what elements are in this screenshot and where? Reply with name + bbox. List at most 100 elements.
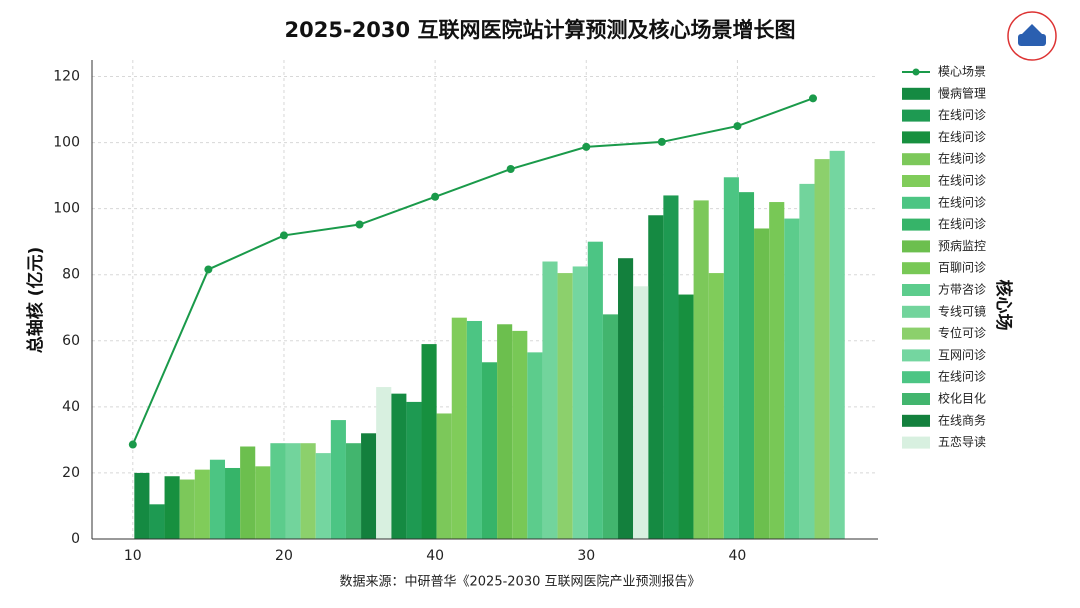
bar [391, 393, 407, 539]
y-tick-label: 100 [53, 135, 80, 151]
bar [648, 215, 664, 539]
legend-swatch [902, 262, 930, 275]
line-point [657, 137, 666, 146]
bar [451, 317, 467, 539]
bar-series [194, 273, 724, 539]
bar [406, 401, 422, 539]
bar [300, 443, 316, 539]
legend-swatch [902, 196, 930, 209]
legend-swatch [902, 87, 930, 100]
line-point [733, 122, 742, 131]
source-note: 数据来源：中研普华《2025-2030 互联网医院产业预测报告》 [340, 575, 701, 590]
bar-series [225, 192, 755, 539]
bar-series [164, 294, 694, 539]
bar [497, 324, 513, 539]
logo-roof [1022, 24, 1042, 34]
line-point [582, 142, 591, 151]
bar-series [361, 258, 634, 539]
line-point [355, 220, 364, 229]
y-tick-label: 40 [62, 399, 80, 415]
bar-series [270, 218, 800, 539]
bar [814, 159, 830, 539]
x-tick-label: 20 [275, 548, 293, 564]
bar [829, 150, 845, 539]
x-tick-label: 40 [426, 548, 444, 564]
bar [436, 413, 452, 539]
logo-icon [1018, 34, 1046, 46]
bar [149, 504, 165, 539]
legend-label: 模心场景 [938, 65, 986, 79]
legend-label: 在线问诊 [938, 152, 986, 166]
legend-label: 在线问诊 [938, 195, 986, 209]
bar [678, 294, 694, 539]
bar-series [300, 159, 830, 539]
logo [1007, 11, 1057, 61]
bar [723, 177, 739, 540]
legend-swatch [902, 240, 930, 253]
y-tick-label: 60 [62, 333, 80, 349]
bar [754, 228, 770, 539]
bar [663, 195, 679, 539]
y-tick-label: 100 [53, 201, 80, 217]
line-series [128, 94, 818, 449]
chart-title: 2025-2030 互联网医院站计算预测及核心场景增长图 [285, 18, 796, 42]
legend-swatch [902, 305, 930, 318]
bar-series [345, 314, 619, 539]
bar [270, 443, 286, 539]
legend-label: 在线问诊 [938, 130, 986, 144]
bar [784, 218, 800, 539]
bar [225, 467, 241, 539]
line-point [431, 192, 440, 201]
bar [345, 443, 362, 539]
bar [285, 443, 301, 539]
legend-swatch [902, 414, 930, 427]
bar [602, 314, 619, 539]
bar [572, 266, 588, 539]
x-tick-label: 40 [729, 548, 747, 564]
x-tick-label: 10 [124, 548, 142, 564]
bar [693, 200, 709, 539]
legend-label: 预病监控 [938, 238, 986, 253]
bar [769, 202, 785, 539]
legend-swatch [902, 371, 930, 384]
legend-swatch [902, 393, 930, 405]
bar [708, 273, 724, 539]
y-tick-label: 120 [53, 69, 80, 85]
x-tick-label: 30 [577, 548, 595, 564]
bar [376, 387, 392, 539]
legend-label: 在线问诊 [938, 108, 986, 122]
bar-series [209, 177, 739, 540]
legend-label: 在线问诊 [938, 174, 986, 188]
legend-label: 专位可诊 [938, 325, 986, 340]
bar-series [149, 195, 679, 539]
legend-swatch [902, 131, 930, 144]
bar [179, 479, 195, 539]
bar-series [330, 241, 603, 540]
legend-swatch [902, 327, 930, 340]
line-point [128, 440, 137, 449]
legend-label: 在线问诊 [938, 217, 986, 231]
legend: 模心场景慢病管理在线问诊在线问诊在线问诊在线问诊在线问诊在线问诊预病监控百聊问诊… [902, 65, 986, 449]
legend-label: 在线问诊 [938, 370, 986, 384]
y-tick-label: 80 [62, 267, 80, 283]
legend-swatch [902, 349, 930, 362]
bar [421, 344, 437, 539]
bar [255, 466, 271, 539]
legend-label: 百聊问诊 [938, 261, 986, 275]
line-point [809, 94, 818, 103]
bar-series [134, 215, 664, 539]
line [131, 97, 814, 445]
line-point [204, 265, 213, 274]
legend-swatch [912, 68, 920, 76]
bar [330, 420, 346, 539]
bar [194, 469, 210, 539]
legend-label: 方带咨诊 [938, 282, 986, 297]
bar [633, 286, 649, 539]
bar [738, 192, 755, 539]
bar [361, 433, 377, 539]
bar [512, 330, 528, 539]
legend-label: 互网问诊 [938, 348, 986, 362]
legend-swatch [902, 109, 930, 122]
